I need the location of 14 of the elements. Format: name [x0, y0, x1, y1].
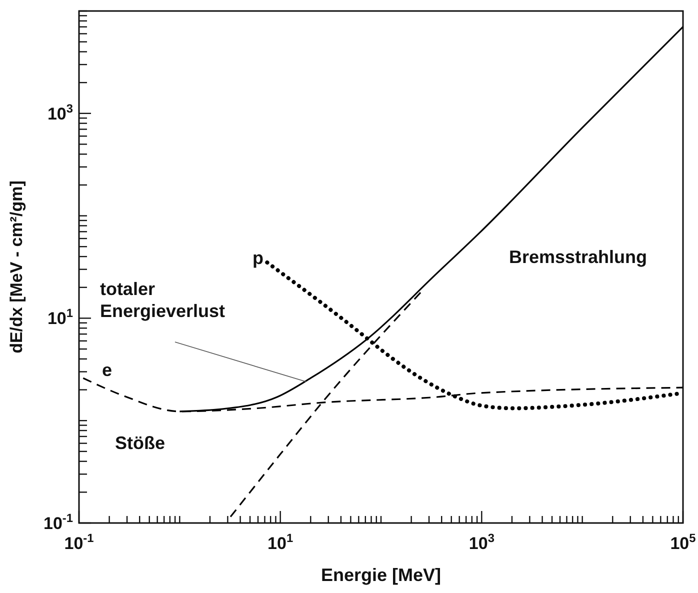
annotation: p	[252, 248, 264, 268]
x-tick-label: 10$^{3}$	[468, 531, 495, 553]
y-tick-label: 10$^{3}$	[47, 101, 74, 124]
annotation: e	[102, 360, 112, 380]
y-tick-label: 10$^{1}$	[47, 306, 74, 328]
annotation: Bremsstrahlung	[508, 247, 648, 267]
annotation: totaler Energieverlust	[100, 279, 226, 321]
y-axis-title: dE/dx [MeV - cm²/gm]	[7, 180, 26, 354]
x-tick-label: 10$^{-1}$	[64, 531, 94, 553]
x-tick-label: 10$^{1}$	[268, 531, 294, 553]
x-axis-title: Energie [MeV]	[320, 565, 442, 585]
y-tick-label: 10$^{-1}$	[44, 511, 74, 533]
x-tick-label: 10$^{5}$	[670, 531, 696, 553]
annotation: Stöße	[114, 433, 166, 453]
